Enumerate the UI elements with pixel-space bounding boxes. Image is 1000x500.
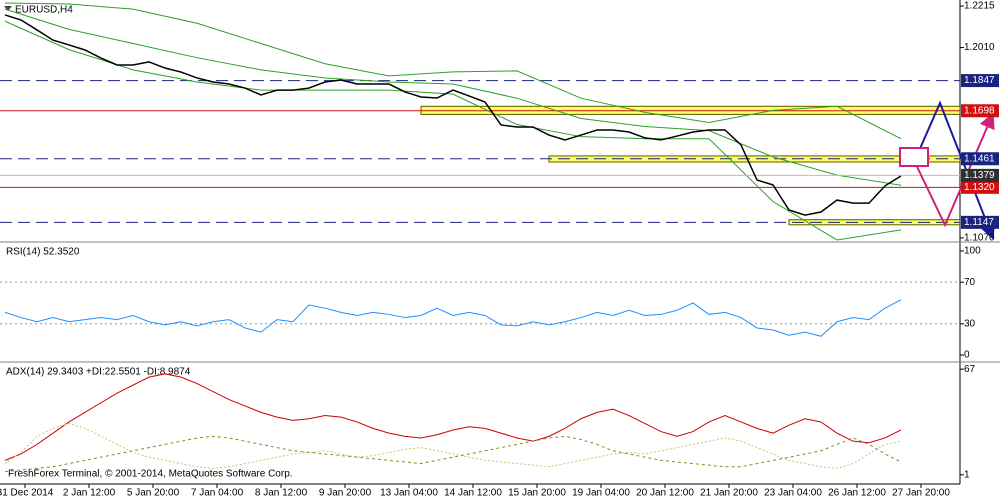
- price-tag: [961, 104, 999, 118]
- x-tick-label: 14 Jan 12:00: [444, 488, 502, 499]
- footer: FreshForex Terminal, © 2001-2014, MetaQu…: [8, 469, 293, 480]
- x-tick-label: 19 Jan 04:00: [572, 488, 630, 499]
- price-tag: [961, 74, 999, 88]
- target-box: [899, 147, 929, 167]
- panel-title: ADX(14) 29.3403 +DI:22.5501 -DI:8.9874: [6, 367, 191, 378]
- y-tick-label: 100: [964, 246, 981, 257]
- series-line: [4, 435, 902, 473]
- price-tag: [961, 215, 999, 229]
- x-tick-label: 5 Jan 20:00: [127, 488, 180, 499]
- x-tick-label: 31 Dec 2014: [0, 488, 54, 499]
- y-tick-label: 70: [964, 277, 976, 288]
- price-tag-label: 1.1847: [964, 75, 995, 86]
- x-tick-label: 2 Jan 12:00: [63, 488, 116, 499]
- price-tag: [961, 168, 999, 182]
- symbol-icon: [4, 6, 12, 11]
- x-tick-label: 20 Jan 12:00: [636, 488, 694, 499]
- panel-title: EURUSD,H4: [15, 5, 73, 16]
- x-tick-label: 7 Jan 04:00: [191, 488, 244, 499]
- y-tick-label: 1.1070: [964, 233, 995, 244]
- y-tick-label: 30: [964, 318, 976, 329]
- y-tick-label: 1.2010: [964, 42, 995, 53]
- price-tag: [961, 180, 999, 194]
- series-line: [4, 423, 902, 469]
- x-tick-label: 26 Jan 12:00: [828, 488, 886, 499]
- price-tag-label: 1.1461: [964, 153, 995, 164]
- bollinger-middle: [4, 8, 902, 186]
- x-tick-label: 13 Jan 04:00: [380, 488, 438, 499]
- price-tag-label: 1.1379: [964, 170, 995, 181]
- series-line: [4, 14, 902, 216]
- x-tick-label: 23 Jan 04:00: [764, 488, 822, 499]
- series-line: [4, 299, 902, 337]
- x-tick-label: 9 Jan 20:00: [319, 488, 372, 499]
- x-tick-label: 8 Jan 12:00: [255, 488, 308, 499]
- bollinger-lower: [4, 20, 902, 241]
- support-zone: [548, 155, 960, 163]
- price-tag: [961, 152, 999, 166]
- x-tick-label: 21 Jan 20:00: [700, 488, 758, 499]
- y-tick-label: 1.2215: [964, 1, 995, 12]
- price-tag-label: 1.1147: [964, 217, 994, 228]
- series-line: [4, 373, 902, 461]
- price-tag-label: 1.1698: [964, 105, 995, 116]
- y-tick-label: 0: [964, 350, 970, 361]
- bollinger-upper: [4, 2, 902, 140]
- panel-title: RSI(14) 52.3520: [6, 247, 80, 258]
- y-tick-label: 67: [964, 364, 976, 375]
- y-tick-label: 1: [964, 469, 970, 480]
- x-tick-label: 27 Jan 20:00: [892, 488, 950, 499]
- price-tag-label: 1.1320: [964, 182, 995, 193]
- x-tick-label: 15 Jan 20:00: [508, 488, 566, 499]
